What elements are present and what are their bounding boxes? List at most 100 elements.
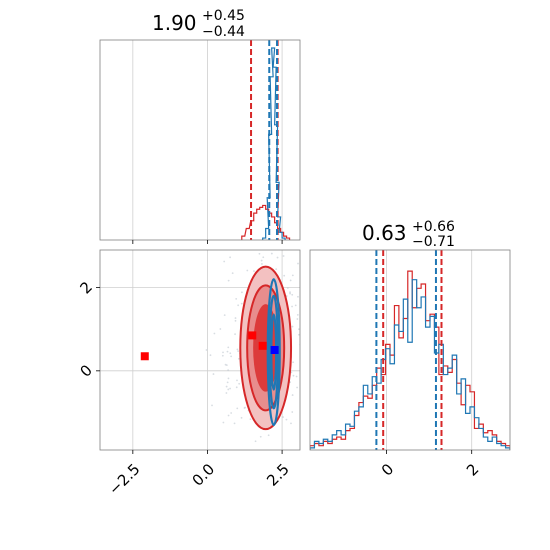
sample-point <box>289 291 291 294</box>
sample-point <box>229 387 231 390</box>
sample-point <box>227 369 230 372</box>
sample-point <box>227 377 230 380</box>
y-tick-label-param2: 0 <box>76 361 95 380</box>
sample-point <box>226 350 229 353</box>
sample-point <box>292 361 295 364</box>
sample-point <box>291 274 294 277</box>
x-tick-label-param1: −2.5 <box>105 460 143 498</box>
sample-point <box>236 379 238 382</box>
sample-point <box>297 262 299 265</box>
sample-point <box>230 412 233 414</box>
sample-point <box>238 382 241 385</box>
sample-point <box>296 313 299 316</box>
param1-title-plus: +0.45 <box>202 8 245 24</box>
sample-point <box>301 274 303 276</box>
sample-point <box>227 388 230 391</box>
sample-point <box>205 349 208 351</box>
sample-point <box>283 274 286 277</box>
sample-point <box>222 421 225 424</box>
sample-point <box>246 269 249 272</box>
sample-point <box>230 355 233 358</box>
x-tick-label-param2: 0 <box>378 460 397 479</box>
sample-point <box>226 381 229 384</box>
sample-point <box>249 452 251 454</box>
contour-blue <box>266 278 281 427</box>
sample-point <box>294 304 297 307</box>
x-tick-label-param2: 2 <box>463 460 482 479</box>
sample-point <box>292 374 295 377</box>
sample-point <box>235 386 238 389</box>
sample-point <box>282 416 284 418</box>
sample-point <box>260 458 262 460</box>
sample-point <box>260 259 263 262</box>
hist-param2-series-0 <box>310 270 510 450</box>
x-tick-label-param1: 0.0 <box>189 460 219 490</box>
sample-point <box>222 351 224 354</box>
truth-marker <box>270 346 279 354</box>
sample-point <box>289 279 292 282</box>
x-tick-label-param1: 2.5 <box>263 460 293 490</box>
sample-point <box>237 357 240 360</box>
sample-point <box>236 348 239 351</box>
truth-marker <box>140 352 149 361</box>
sample-point <box>296 318 299 320</box>
sample-point <box>234 333 236 336</box>
sample-point <box>291 411 294 413</box>
sample-point <box>267 434 270 437</box>
sample-point <box>262 453 264 455</box>
sample-point <box>304 337 306 339</box>
hist-param2-series-1 <box>310 279 510 450</box>
sample-point <box>229 256 232 259</box>
sample-point <box>237 350 240 353</box>
sample-point <box>229 352 232 355</box>
sample-point <box>259 435 262 438</box>
sample-point <box>223 260 226 263</box>
sample-point <box>303 303 305 305</box>
sample-point <box>291 325 294 328</box>
sample-point <box>209 354 212 357</box>
y-tick-label-param2: 2 <box>76 278 95 297</box>
sample-point <box>234 317 237 319</box>
sample-point <box>275 268 278 271</box>
sample-point <box>305 395 307 397</box>
truth-marker <box>258 341 267 350</box>
sample-point <box>213 332 216 335</box>
sample-point <box>289 292 291 295</box>
sample-point <box>219 328 222 330</box>
sample-point <box>261 263 263 265</box>
panel-param1-hist <box>100 40 300 240</box>
sample-point <box>295 375 298 378</box>
sample-point <box>240 416 243 419</box>
sample-point <box>291 293 294 296</box>
sample-point <box>298 328 300 331</box>
sample-point <box>223 314 226 317</box>
sample-point <box>298 333 300 336</box>
sample-point <box>241 291 243 294</box>
panel-param2-hist <box>310 250 510 450</box>
sample-point <box>231 272 234 275</box>
sample-point <box>286 248 288 250</box>
sample-point <box>253 270 255 272</box>
sample-point <box>276 256 279 259</box>
sample-point <box>227 279 230 282</box>
sample-point <box>291 394 294 396</box>
param1-title-minus: −0.44 <box>202 24 245 40</box>
sample-point <box>227 414 230 417</box>
sample-point <box>305 393 307 395</box>
sample-point <box>212 373 215 375</box>
sample-point <box>286 287 289 289</box>
sample-point <box>296 386 299 389</box>
param2-title-plus: +0.66 <box>412 219 455 235</box>
sample-point <box>225 385 228 388</box>
sample-point <box>240 302 243 305</box>
sample-point <box>233 422 236 425</box>
sample-point <box>297 295 299 298</box>
sample-point <box>221 354 224 357</box>
sample-point <box>258 252 261 255</box>
sample-point <box>237 304 240 307</box>
sample-point <box>291 305 293 308</box>
sample-point <box>225 392 228 394</box>
sample-point <box>282 255 285 257</box>
truth-marker <box>248 331 257 340</box>
